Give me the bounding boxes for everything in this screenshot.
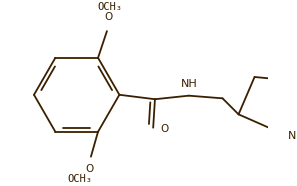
Text: O: O bbox=[85, 164, 93, 174]
Text: OCH₃: OCH₃ bbox=[97, 1, 122, 12]
Text: NH: NH bbox=[181, 78, 198, 89]
Text: O: O bbox=[105, 12, 113, 22]
Text: O: O bbox=[160, 124, 168, 134]
Text: OCH₃: OCH₃ bbox=[68, 174, 93, 185]
Text: N: N bbox=[288, 131, 297, 141]
